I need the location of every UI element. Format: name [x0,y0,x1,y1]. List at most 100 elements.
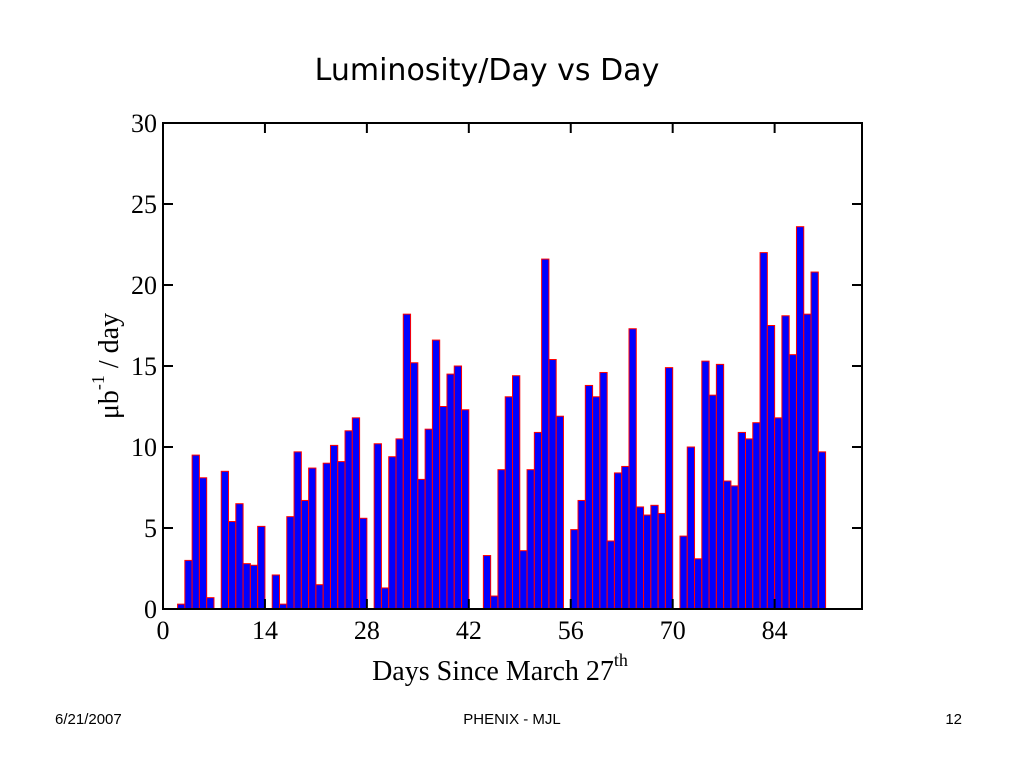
y-tick-label: 15 [131,352,157,381]
y-tick-label: 20 [131,271,157,300]
bar [446,373,455,610]
y-tick-label: 5 [144,514,157,543]
bar [191,454,200,610]
bar [584,384,594,610]
x-tick-label: 84 [762,616,788,645]
bar [679,535,688,610]
bar [388,456,397,610]
bar [453,365,463,610]
footer-center: PHENIX - MJL [463,711,561,728]
bar [643,514,652,610]
bar [373,443,382,610]
x-tick-label: 14 [252,616,278,645]
x-label-text: Days Since March 27 [372,656,614,687]
y-tick-label: 0 [144,595,157,624]
bar [300,499,310,610]
bar [635,506,645,610]
bar [242,563,251,610]
bar [701,360,710,610]
bar [395,438,404,610]
y-tick-label: 30 [131,109,157,138]
bar [555,415,564,610]
bar [752,422,761,610]
bar [257,525,266,610]
bar [439,406,448,610]
bar [657,512,666,610]
bar [570,529,579,610]
bar [504,396,513,610]
bar [686,446,696,610]
bar [380,587,390,610]
bar [613,472,623,610]
bar [490,595,499,610]
bar [431,339,441,610]
bar [774,417,783,610]
y-label-text: μb [94,390,125,419]
bar [315,584,324,610]
bar [621,465,630,610]
bar [803,313,812,610]
x-tick-label: 56 [558,616,584,645]
bar [417,478,426,610]
bar [548,359,557,610]
bar [650,504,659,610]
bar [206,597,215,610]
bar [817,451,827,610]
x-tick-label: 28 [354,616,380,645]
bar [533,431,543,610]
bar [781,315,790,610]
bar [745,438,754,610]
x-tick-label: 70 [660,616,686,645]
x-tick-label: 0 [157,616,170,645]
bar [293,451,302,610]
y-axis-label: μb-1 / day [88,313,125,419]
bar [664,367,674,610]
bar [592,396,601,610]
bar [723,480,732,610]
bar [694,558,703,610]
bar [512,375,521,610]
x-label-sup: th [614,650,628,670]
y-label-sup: -1 [88,375,108,390]
bar [606,540,615,610]
bar [337,461,346,610]
bar [759,252,768,610]
bar [461,409,470,610]
bar [220,470,230,610]
bar [359,517,368,610]
bar [526,469,535,610]
bar [628,328,637,610]
chart-title: Luminosity/Day vs Day [315,53,660,88]
bar [795,226,805,610]
bar [308,467,317,610]
footer-page: 12 [945,711,962,728]
bar [410,362,419,610]
bar [424,428,433,610]
bar [730,485,739,610]
bar [402,313,412,610]
bar [708,394,717,610]
y-tick-label: 10 [131,433,157,462]
bar [788,354,797,610]
bar [715,363,725,610]
bar [198,477,208,610]
bar [249,564,259,610]
bar [351,417,361,610]
bar [344,430,353,610]
x-axis-label: Days Since March 27th [372,650,628,687]
bar [577,499,586,610]
footer-date: 6/21/2007 [55,711,122,728]
bar [482,555,492,610]
bar [286,516,295,610]
bar [235,503,244,610]
bar [766,325,776,610]
bar [329,444,339,610]
bar [737,431,746,610]
bar [599,371,608,610]
bar [497,469,506,610]
bar [519,550,528,610]
bar [810,271,819,610]
x-tick-label: 42 [456,616,482,645]
